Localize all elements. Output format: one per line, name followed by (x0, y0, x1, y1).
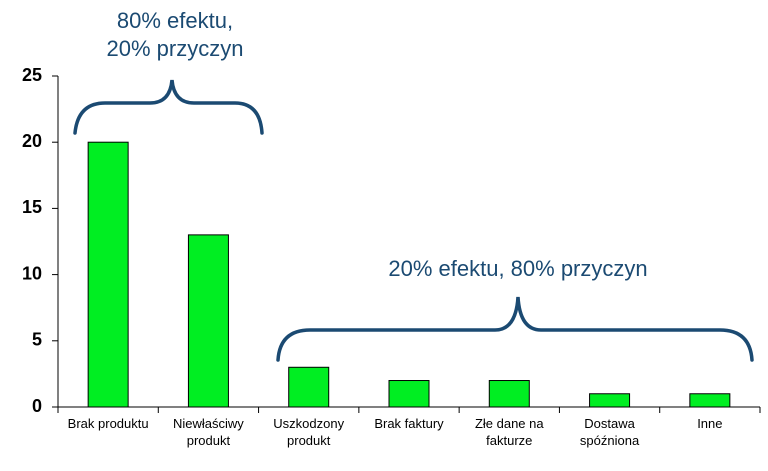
annotation: 20% efektu, 80% przyczyn (388, 256, 647, 281)
x-tick-label: Złe dane na fakturze (475, 416, 544, 448)
y-tick-label: 15 (22, 197, 42, 217)
brace (73, 79, 264, 135)
x-tick-label: Inne (697, 416, 722, 431)
bar (388, 380, 430, 408)
x-tick-label: Brak produktu (68, 416, 149, 431)
x-tick-label: Uszkodzony produkt (273, 416, 344, 448)
annotation: 80% efektu, (117, 8, 233, 33)
bar (589, 393, 631, 408)
annotation: 20% przyczyn (107, 36, 244, 61)
y-tick-label: 10 (22, 263, 42, 283)
bar (689, 393, 731, 408)
y-tick-label: 5 (32, 330, 42, 350)
y-tick-label: 20 (22, 131, 42, 151)
x-tick-label: Dostawa spóźniona (580, 416, 640, 448)
bar (187, 234, 229, 408)
bar (288, 366, 330, 408)
bar (87, 141, 129, 408)
bar (488, 380, 530, 408)
x-tick-label: Niewłaściwy produkt (173, 416, 244, 448)
x-tick-label: Brak faktury (374, 416, 444, 431)
y-tick-label: 25 (22, 65, 42, 85)
y-tick-label: 0 (32, 396, 42, 416)
brace (276, 296, 754, 362)
